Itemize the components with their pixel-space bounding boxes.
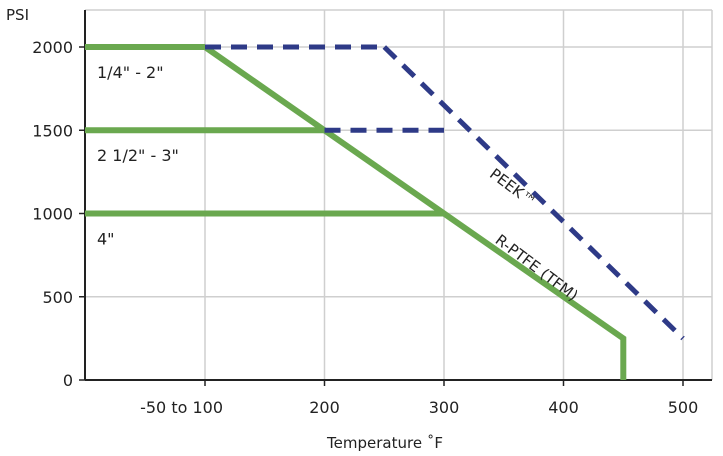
x-tick-label: 200 [309,398,340,417]
grid [85,9,713,380]
y-tick-label: 500 [42,288,73,307]
axes [79,10,712,386]
x-axis-title: Temperature ˚F [326,434,443,452]
series [85,44,685,380]
y-tick-label: 1000 [32,205,73,224]
x-tick-label: 500 [668,398,699,417]
labels: PSI Temperature ˚F -50 to 100 200 300 400 50… [6,6,698,452]
x-tick-label: 400 [548,398,579,417]
size-label: 4" [97,229,115,248]
series-label-r-ptfe: R-PTFE (TFM) [492,231,582,305]
series-line-peek [382,45,685,341]
x-tick-label: 300 [429,398,460,417]
y-tick-label: 2000 [32,38,73,57]
y-tick-label: 0 [63,371,73,390]
series-label-peek: PEEK™ [486,165,539,211]
size-label: 2 1/2" - 3" [97,146,179,165]
x-tick-label: -50 to 100 [140,398,223,417]
y-tick-label: 1500 [32,121,73,140]
y-axis-title: PSI [6,6,29,24]
size-label: 1/4" - 2" [97,63,164,82]
